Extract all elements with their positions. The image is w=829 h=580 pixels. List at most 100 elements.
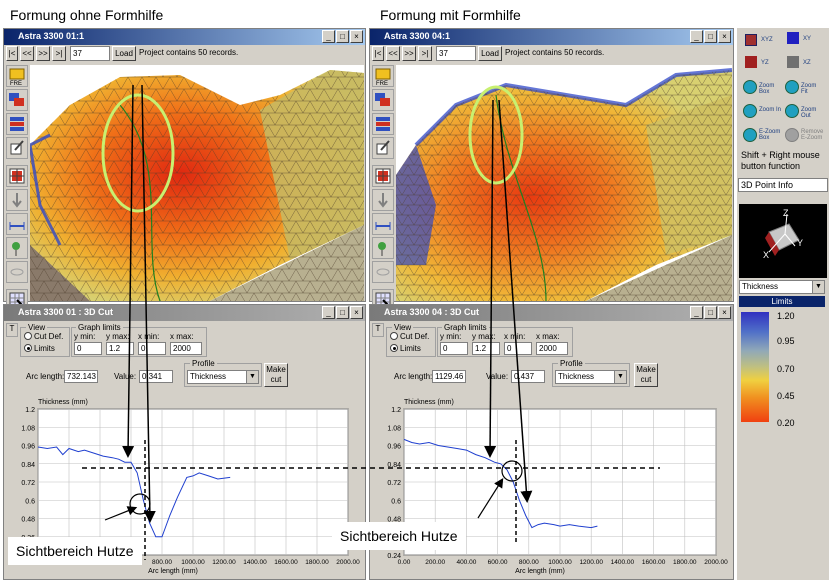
view-yz-icon[interactable] [745, 56, 757, 68]
xmax-label: x max: [170, 332, 194, 341]
view-xz-icon[interactable] [787, 56, 799, 68]
zoom-fit-icon[interactable] [785, 80, 799, 94]
arrow-down-icon[interactable] [372, 189, 394, 211]
ymin-field[interactable]: 0 [440, 342, 468, 355]
arc-length-field[interactable]: 1129.46 [432, 370, 466, 383]
right-3d-titlebar[interactable]: Astra 3300 04:1 [370, 29, 733, 45]
view-xyz-icon[interactable] [745, 34, 757, 46]
next-record-button[interactable]: >> [402, 46, 416, 61]
link-icon[interactable] [6, 261, 28, 283]
first-record-button[interactable]: |< [372, 46, 384, 61]
maximize-button[interactable]: □ [704, 306, 717, 319]
arrow-down-icon[interactable] [6, 189, 28, 211]
e-zoom-box-icon[interactable] [743, 128, 757, 142]
first-record-button[interactable]: |< [6, 46, 18, 61]
right-cut-titlebar[interactable]: Astra 3300 04 : 3D Cut [370, 305, 733, 321]
last-record-button[interactable]: >| [52, 46, 66, 61]
close-button[interactable]: × [718, 30, 731, 43]
arc-length-label: Arc length: [26, 372, 65, 381]
left-mesh-view[interactable] [30, 65, 364, 301]
make-cut-button[interactable]: Make cut [264, 363, 288, 387]
stack-icon[interactable] [6, 113, 28, 135]
xmin-field[interactable]: 0 [504, 342, 532, 355]
zoom-in-icon[interactable] [743, 104, 757, 118]
x-tick-label: 400.00 [456, 559, 476, 566]
view-xy-icon[interactable] [787, 32, 799, 44]
radio-limits[interactable]: Limits [24, 344, 55, 353]
pin-icon[interactable] [372, 237, 394, 259]
pin-icon[interactable] [6, 237, 28, 259]
edit-icon[interactable] [372, 137, 394, 159]
y-tick-label: 0.24 [387, 553, 401, 560]
ymax-field[interactable]: 1.2 [472, 342, 500, 355]
view-label: View [26, 323, 48, 332]
left-3d-titlebar[interactable]: Astra 3300 01:1 [4, 29, 365, 45]
remove-e-zoom-icon[interactable] [785, 128, 799, 142]
measure-icon[interactable] [372, 213, 394, 235]
axis-x-label: X [763, 250, 769, 260]
profile-select[interactable]: Thickness ▼ [555, 370, 627, 384]
record-input[interactable]: 37 [70, 46, 110, 61]
load-button[interactable]: Load [478, 46, 502, 61]
profile-select[interactable]: Thickness ▼ [187, 370, 259, 384]
axis-widget[interactable]: Z X Y [739, 204, 827, 278]
xmax-field[interactable]: 2000 [170, 342, 202, 355]
minimize-button[interactable]: _ [690, 30, 703, 43]
text-tool-icon[interactable]: T [372, 323, 384, 337]
x-tick-label: 1600.00 [642, 559, 666, 566]
zoom-fit-label: Zoom Fit [801, 83, 817, 95]
radio-limits[interactable]: Limits [390, 344, 421, 353]
minimize-button[interactable]: _ [322, 306, 335, 319]
fre-tool-icon[interactable]: FRE [6, 65, 28, 87]
load-button[interactable]: Load [112, 46, 136, 61]
maximize-button[interactable]: □ [336, 30, 349, 43]
close-button[interactable]: × [718, 306, 731, 319]
x-tick-label: 1000.00 [181, 559, 205, 566]
right-thickness-chart[interactable]: 1.21.080.960.840.720.60.480.360.240.0020… [372, 393, 732, 579]
layers-icon[interactable] [6, 89, 28, 111]
panel-profile-select[interactable]: Thickness ▼ [739, 280, 825, 294]
radio-cut-def[interactable]: Cut Def. [390, 332, 429, 341]
zoom-out-icon[interactable] [785, 104, 799, 118]
control-panel: XYZ XY YZ XZ Zoom Box Zoom Fit Zoom In Z… [737, 28, 829, 580]
xmax-field[interactable]: 2000 [536, 342, 568, 355]
prev-record-button[interactable]: << [20, 46, 34, 61]
close-button[interactable]: × [350, 306, 363, 319]
measure-icon[interactable] [6, 213, 28, 235]
x-tick-label: 2000.00 [704, 559, 728, 566]
left-cut-titlebar[interactable]: Astra 3300 01 : 3D Cut [4, 305, 365, 321]
xmin-field[interactable]: 0 [138, 342, 166, 355]
fre-tool-icon[interactable]: FRE [372, 65, 394, 87]
ymin-field[interactable]: 0 [74, 342, 102, 355]
x-tick-label: 1000.00 [548, 559, 572, 566]
maximize-button[interactable]: □ [336, 306, 349, 319]
x-tick-label: 200.00 [425, 559, 445, 566]
close-button[interactable]: × [350, 30, 363, 43]
link-icon[interactable] [372, 261, 394, 283]
grid-red-icon[interactable] [372, 165, 394, 187]
make-cut-button[interactable]: Make cut [634, 363, 658, 387]
minimize-button[interactable]: _ [690, 306, 703, 319]
caption-left: Formung ohne Formhilfe [10, 7, 164, 23]
ymax-field[interactable]: 1.2 [106, 342, 134, 355]
prev-record-button[interactable]: << [386, 46, 400, 61]
stack-icon[interactable] [372, 113, 394, 135]
next-record-button[interactable]: >> [36, 46, 50, 61]
point-info-field[interactable]: 3D Point Info [738, 178, 828, 192]
e-zoom-box-label: E-Zoom Box [759, 129, 781, 141]
value-label: Value: [114, 372, 137, 381]
maximize-button[interactable]: □ [704, 30, 717, 43]
grid-red-icon[interactable] [6, 165, 28, 187]
zoom-box-icon[interactable] [743, 80, 757, 94]
edit-icon[interactable] [6, 137, 28, 159]
radio-cut-def[interactable]: Cut Def. [24, 332, 63, 341]
last-record-button[interactable]: >| [418, 46, 432, 61]
value-field[interactable]: 0.341 [139, 370, 173, 383]
value-field[interactable]: 0.437 [511, 370, 545, 383]
minimize-button[interactable]: _ [322, 30, 335, 43]
text-tool-icon[interactable]: T [6, 323, 18, 337]
arc-length-field[interactable]: 732.143 [64, 370, 98, 383]
record-input[interactable]: 37 [436, 46, 476, 61]
layers-icon[interactable] [372, 89, 394, 111]
right-mesh-view[interactable] [396, 65, 732, 301]
